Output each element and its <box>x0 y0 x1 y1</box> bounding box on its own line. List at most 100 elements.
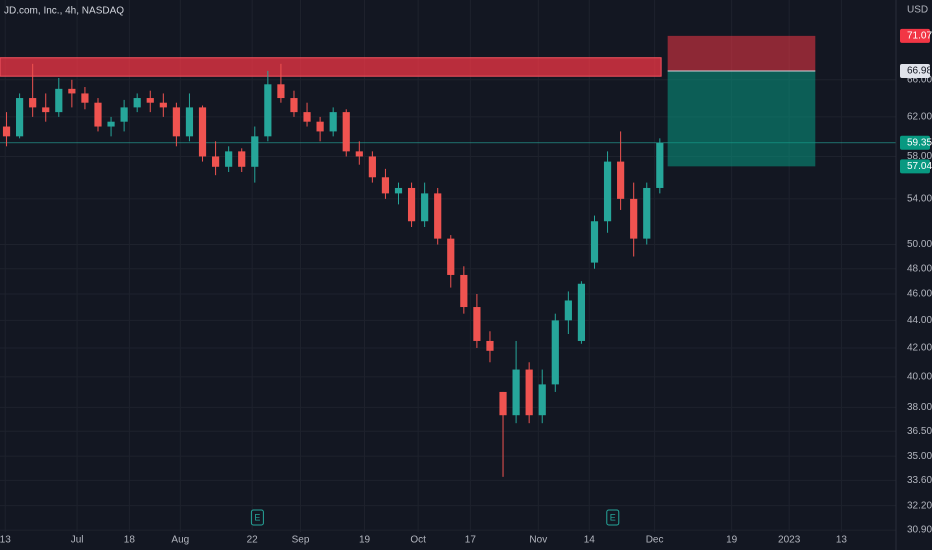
x-tick-label: Jul <box>71 535 84 546</box>
candle-body <box>486 340 494 351</box>
candle-body <box>133 98 141 108</box>
candle-body <box>630 198 638 239</box>
price-tag-label: 57.04 <box>907 161 932 172</box>
candle-body <box>538 384 546 416</box>
y-tick-label: 33.60 <box>907 475 932 486</box>
resistance-zone <box>0 57 662 77</box>
candle-body <box>316 121 324 132</box>
candle-body <box>303 112 311 122</box>
candle-body <box>16 98 24 137</box>
candle-body <box>564 300 572 321</box>
candle-body <box>434 193 442 239</box>
x-tick-label: Oct <box>410 535 426 546</box>
candle-body <box>185 107 194 137</box>
candle-body <box>290 98 298 113</box>
x-tick-label: 14 <box>584 535 596 546</box>
candle-body <box>643 187 651 239</box>
x-tick-label: Aug <box>171 535 189 546</box>
currency-label: USD <box>907 5 928 16</box>
y-tick-label: 66.00 <box>907 74 932 85</box>
chart-title: JD.com, Inc., 4h, NASDAQ <box>4 6 124 17</box>
candle-body <box>617 161 625 199</box>
candle-body <box>421 193 429 222</box>
y-tick-label: 32.20 <box>907 500 932 511</box>
y-tick-label: 46.00 <box>907 289 932 300</box>
y-tick-label: 36.50 <box>907 426 932 437</box>
earnings-label: E <box>254 512 260 522</box>
candle-body <box>512 369 520 416</box>
y-tick-label: 58.00 <box>907 151 932 162</box>
price-tag <box>900 135 930 150</box>
candle-body <box>172 107 180 137</box>
earnings-marker <box>606 509 620 526</box>
price-tag-label: 59.35 <box>907 137 932 148</box>
candle-body <box>146 98 154 103</box>
x-tick-label: 17 <box>465 535 477 546</box>
candle-body <box>525 369 533 416</box>
candle-body <box>81 93 89 103</box>
y-tick-label: 30.90 <box>907 525 932 536</box>
candle-body <box>159 102 167 108</box>
candle-body <box>355 151 363 157</box>
y-tick-label: 62.00 <box>907 112 932 123</box>
candle-body <box>381 177 390 194</box>
y-tick-label: 44.00 <box>907 315 932 326</box>
x-tick-label: 22 <box>247 535 259 546</box>
price-tag <box>900 159 930 174</box>
candle-body <box>94 102 102 127</box>
y-tick-label: 40.00 <box>907 372 932 383</box>
candle-body <box>120 107 128 122</box>
candle-body <box>407 187 416 222</box>
x-tick-label: 19 <box>726 535 738 546</box>
price-tag <box>900 64 930 79</box>
price-tag <box>900 28 930 43</box>
candle-body <box>656 142 664 188</box>
candle-body <box>42 107 50 113</box>
candle-body <box>277 84 285 99</box>
candle-body <box>29 98 37 108</box>
y-tick-label: 48.00 <box>907 263 932 274</box>
candle-body <box>460 274 468 308</box>
candle-body <box>394 187 403 194</box>
x-tick-label: 13 <box>0 535 11 546</box>
candle-body <box>603 161 612 222</box>
candle-body <box>329 112 337 132</box>
candle-body <box>238 151 246 167</box>
candle-body <box>107 121 115 127</box>
x-tick-label: 2023 <box>778 535 801 546</box>
x-tick-label: 19 <box>359 535 371 546</box>
plot <box>0 35 896 477</box>
candle-body <box>2 126 11 137</box>
candle-body <box>68 88 76 94</box>
candle-body <box>211 156 220 167</box>
x-tick-label: 18 <box>124 535 136 546</box>
price-tag-label: 66.98 <box>907 66 932 77</box>
candle-body <box>590 221 599 263</box>
earnings-label: E <box>610 512 616 522</box>
earnings-marker <box>250 509 264 526</box>
candle-body <box>551 320 559 385</box>
position-risk <box>667 35 816 72</box>
candle-body <box>251 136 259 167</box>
x-tick-label: Dec <box>646 535 664 546</box>
y-tick-label: 35.00 <box>907 451 932 462</box>
x-tick-label: Sep <box>292 535 310 546</box>
x-tick-label: Nov <box>529 535 547 546</box>
candle-body <box>447 238 455 275</box>
y-tick-label: 38.00 <box>907 402 932 413</box>
candle-body <box>499 391 507 416</box>
candle-body <box>342 112 350 152</box>
candle-body <box>368 156 376 178</box>
candle-body <box>198 107 207 157</box>
y-tick-label: 54.00 <box>907 193 932 204</box>
position-reward <box>667 71 816 167</box>
y-tick-label: 42.00 <box>907 343 932 354</box>
candle-body <box>577 283 586 341</box>
candle-body <box>55 88 63 113</box>
x-tick-label: 13 <box>836 535 848 546</box>
candle-body <box>473 307 481 341</box>
candle-body <box>264 84 272 137</box>
y-tick-label: 50.00 <box>907 239 932 250</box>
price-axis: 30.90 32.20 33.60 35.00 36.50 38.00 40.00 42.00… <box>900 28 932 536</box>
